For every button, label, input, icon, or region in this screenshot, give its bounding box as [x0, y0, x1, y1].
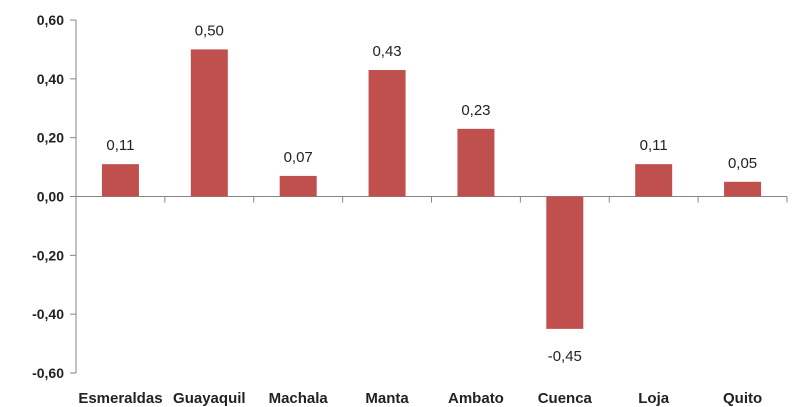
x-category-label: Esmeraldas — [78, 390, 162, 407]
y-tick-label: 0,20 — [37, 130, 64, 146]
bar-manta — [368, 70, 406, 197]
y-tick-label: -0,60 — [32, 365, 64, 381]
data-label: 0,11 — [106, 137, 134, 154]
bar-machala — [279, 175, 317, 197]
bars — [101, 49, 762, 329]
x-category-label: Guayaquil — [173, 390, 246, 407]
data-label: 0,05 — [728, 155, 757, 172]
x-category-label: Cuenca — [538, 390, 593, 407]
data-label: 0,23 — [461, 102, 490, 119]
bar-esmeraldas — [101, 164, 139, 197]
data-label: 0,50 — [195, 22, 224, 39]
y-tick-label: -0,20 — [32, 247, 64, 263]
y-tick-label: 0,00 — [37, 189, 64, 205]
data-label: 0,43 — [372, 43, 401, 60]
x-category-label: Ambato — [448, 390, 504, 407]
bar-loja — [635, 164, 673, 197]
bar-guayaquil — [190, 49, 228, 197]
bar-cuenca — [546, 196, 584, 329]
y-tick-label: -0,40 — [32, 306, 64, 322]
data-label: 0,11 — [640, 137, 668, 154]
x-axis — [75, 196, 788, 203]
y-tick-label: 0,40 — [37, 71, 64, 87]
bar-ambato — [457, 128, 495, 197]
data-labels: 0,11 0,50 0,07 0,43 0,23 -0,45 0,11 0,05 — [106, 22, 757, 364]
y-axis: 0,60 0,40 0,20 0,00 -0,20 -0,40 -0,60 — [32, 12, 77, 381]
y-tick-label: 0,60 — [37, 12, 64, 28]
x-category-label: Machala — [269, 390, 329, 407]
x-category-label: Loja — [638, 390, 669, 407]
data-label: -0,45 — [548, 348, 582, 365]
category-labels: Esmeraldas Guayaquil Machala Manta Ambato Cue… — [78, 390, 762, 407]
bar-quito — [724, 181, 762, 197]
x-category-label: Quito — [723, 390, 762, 407]
x-category-label: Manta — [365, 390, 409, 407]
data-label: 0,07 — [284, 149, 313, 166]
